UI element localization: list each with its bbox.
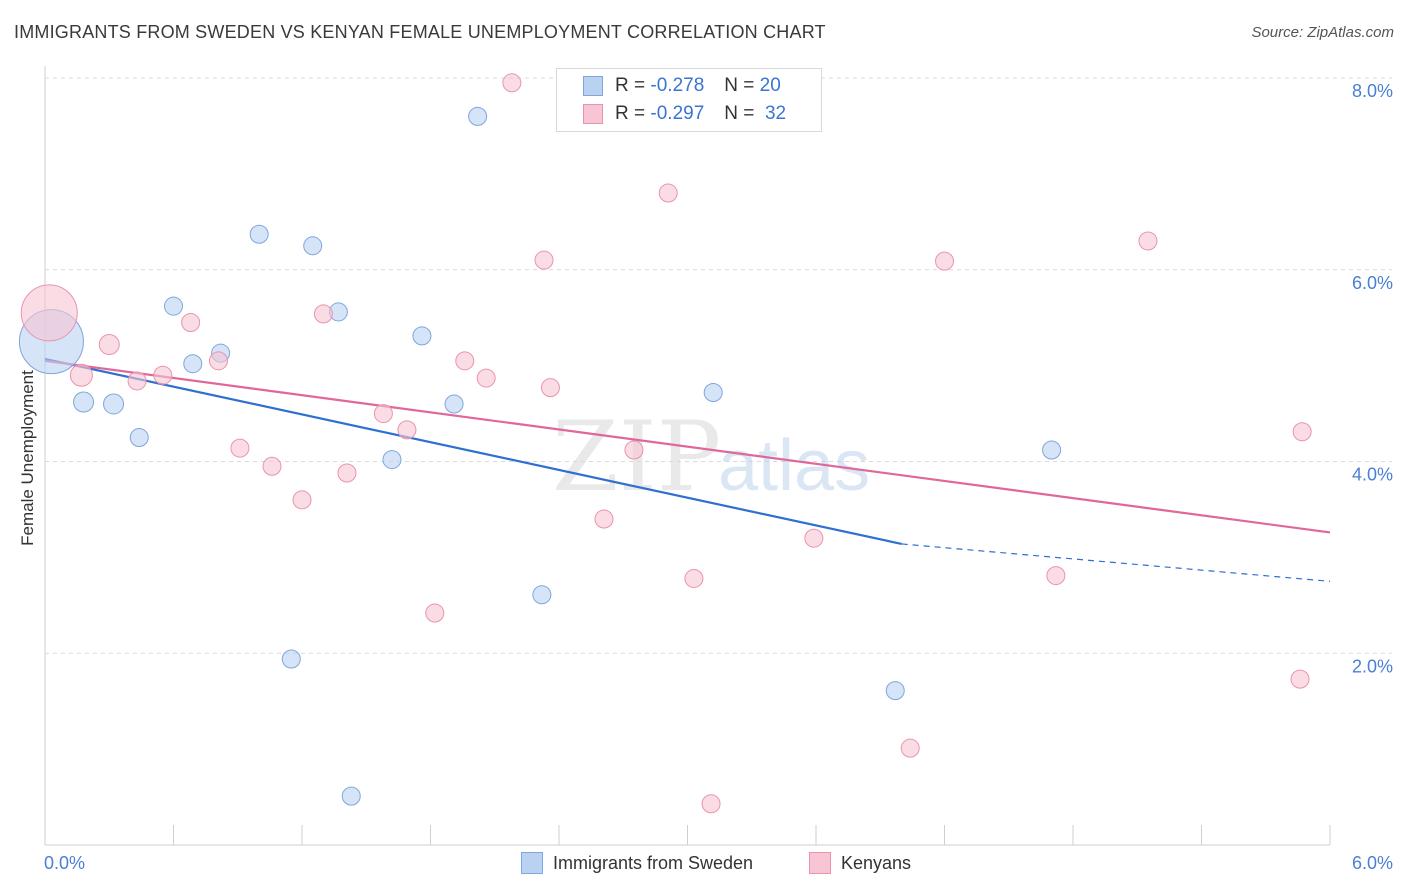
data-point-sweden (281, 649, 301, 669)
data-point-kenyans (476, 368, 496, 388)
legend-label-sweden: Immigrants from Sweden (553, 852, 754, 873)
data-point-kenyans (69, 363, 93, 387)
data-point-sweden (885, 681, 905, 701)
data-point-kenyans (230, 438, 250, 458)
data-point-kenyans (337, 463, 357, 483)
legend-swatch-sweden (521, 852, 543, 874)
data-point-kenyans (1290, 669, 1310, 689)
r-value: -0.278 (650, 75, 705, 96)
data-point-sweden (1042, 440, 1062, 460)
data-point-sweden (103, 393, 125, 415)
data-point-sweden (249, 224, 269, 244)
data-point-kenyans (313, 304, 333, 324)
stats-row-sweden: R = -0.278 N = 20 (557, 71, 781, 101)
data-point-sweden (73, 391, 95, 413)
data-point-kenyans (425, 603, 445, 623)
data-point-kenyans (208, 351, 228, 371)
data-point-sweden (382, 450, 402, 470)
data-point-kenyans (540, 378, 560, 398)
trend-line-sweden (44, 357, 902, 546)
legend-swatch-kenyans (809, 852, 831, 874)
data-point-kenyans (262, 456, 282, 476)
data-point-kenyans (935, 251, 954, 271)
data-point-kenyans (658, 183, 678, 203)
data-point-kenyans (397, 420, 417, 440)
n-value: 32 (764, 103, 787, 124)
r-label: R = (615, 75, 646, 96)
data-point-kenyans (373, 404, 393, 424)
data-point-sweden (183, 354, 203, 374)
sweden-swatch (583, 76, 603, 96)
watermark: ZIP atlas (552, 401, 870, 513)
data-point-sweden (412, 326, 432, 346)
data-point-kenyans (502, 73, 522, 93)
watermark-atlas: atlas (718, 426, 870, 506)
trend-lines (44, 357, 1331, 582)
data-point-kenyans (153, 365, 173, 385)
data-point-kenyans (20, 284, 78, 342)
legend-item-sweden[interactable]: Immigrants from Sweden (521, 852, 753, 874)
data-point-sweden (341, 786, 361, 806)
n-label: N = (724, 103, 755, 124)
data-point-kenyans (684, 568, 704, 588)
n-value: 20 (759, 75, 781, 96)
source-label: Source: ZipAtlas.com (1251, 24, 1394, 41)
legend: Immigrants from Sweden Kenyans (0, 852, 1406, 878)
y-tick-label: 2.0% (1352, 656, 1393, 676)
stats-row-kenyans: R = -0.297 N = 32 (557, 99, 786, 129)
data-point-sweden (164, 296, 183, 316)
data-point-kenyans (292, 490, 312, 510)
tick-labels: 2.0% 4.0% 6.0% 8.0% 0.0% 6.0% (44, 81, 1393, 873)
r-label: R = (615, 103, 646, 124)
data-point-kenyans (455, 351, 475, 371)
data-point-kenyans (181, 312, 201, 332)
y-tick-label: 4.0% (1352, 465, 1393, 485)
data-point-kenyans (701, 794, 721, 814)
stats-box: R = -0.278 N = 20 R = -0.297 N = 32 (556, 68, 822, 132)
n-label: N = (724, 75, 755, 96)
grid-lines (45, 77, 1392, 654)
chart-title: IMMIGRANTS FROM SWEDEN VS KENYAN FEMALE … (14, 22, 826, 42)
data-point-kenyans (534, 250, 554, 270)
data-point-kenyans (127, 371, 147, 391)
y-tick-label: 6.0% (1352, 273, 1393, 293)
trend-line-extension-sweden (901, 543, 1331, 582)
y-tick-label: 8.0% (1352, 81, 1393, 101)
data-point-kenyans (1046, 566, 1066, 586)
legend-item-kenyans[interactable]: Kenyans (809, 852, 911, 874)
kenyans-swatch (583, 104, 603, 124)
trend-line-kenyans (44, 359, 1331, 534)
data-point-sweden (444, 394, 464, 414)
data-points (18, 73, 1312, 814)
axes (44, 66, 1331, 846)
data-point-kenyans (1292, 422, 1312, 442)
data-point-sweden (129, 428, 149, 448)
x-tick-label: 0.0% (44, 853, 85, 873)
data-point-kenyans (624, 440, 644, 460)
data-point-sweden (468, 106, 488, 126)
r-value: -0.297 (650, 103, 705, 124)
data-point-sweden (303, 236, 323, 256)
legend-label-kenyans: Kenyans (841, 852, 912, 873)
data-point-kenyans (900, 738, 920, 758)
data-point-kenyans (594, 509, 614, 529)
data-point-sweden (532, 585, 552, 605)
data-point-kenyans (804, 528, 824, 548)
data-point-sweden (703, 382, 723, 402)
x-tick-label: 6.0% (1352, 853, 1393, 873)
data-point-kenyans (98, 334, 120, 356)
data-point-kenyans (1138, 231, 1158, 251)
